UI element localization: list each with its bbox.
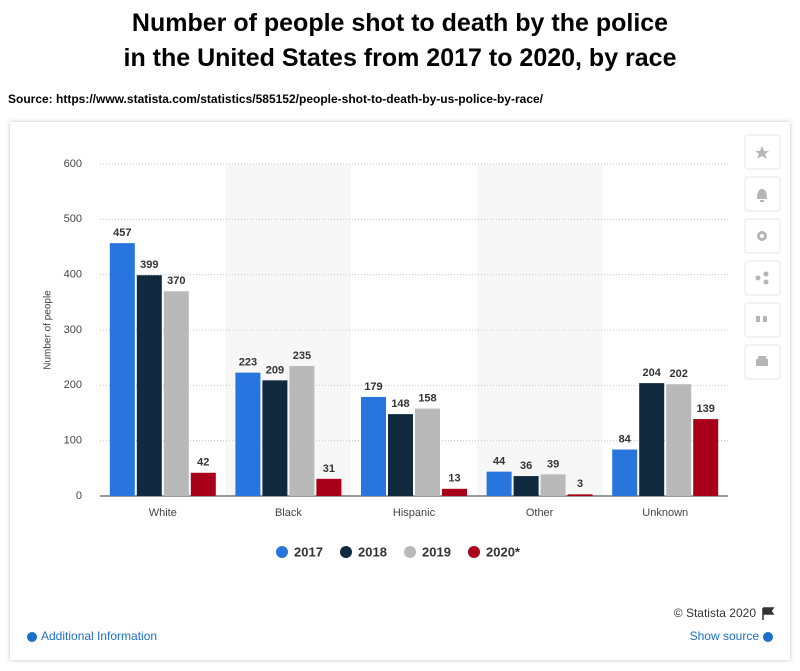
bar: [136, 275, 162, 496]
legend-swatch: [404, 546, 416, 558]
value-label: 209: [266, 364, 284, 376]
chart-title: Number of people shot to death by the po…: [123, 9, 677, 72]
x-tick-label: Unknown: [642, 507, 688, 519]
bar: [666, 384, 692, 496]
value-label: 370: [167, 275, 185, 287]
share-button[interactable]: [744, 260, 781, 296]
value-label: 457: [113, 227, 131, 239]
value-label: 139: [697, 403, 715, 415]
bar: [361, 396, 386, 496]
legend-label: 2018: [358, 544, 387, 559]
bar: [567, 494, 593, 496]
value-label: 223: [239, 357, 257, 369]
value-label: 42: [197, 457, 209, 469]
legend-label: 2019: [422, 544, 451, 559]
value-label: 204: [643, 367, 662, 379]
value-label: 235: [293, 350, 311, 362]
show-source-link[interactable]: Show source: [690, 629, 760, 643]
bar: [109, 243, 135, 496]
x-tick-label: White: [149, 507, 177, 519]
y-tick-label: 600: [64, 158, 82, 170]
x-tick-label: Other: [526, 507, 554, 519]
bar: [513, 476, 539, 496]
legend-label: 2017: [294, 544, 323, 559]
value-label: 13: [448, 473, 460, 485]
bar: [639, 383, 665, 496]
value-label: 179: [364, 381, 382, 393]
y-tick-label: 500: [64, 213, 82, 225]
value-label: 84: [619, 433, 632, 445]
bar: [316, 478, 342, 496]
bar: [415, 408, 440, 496]
y-axis-label: Number of people: [43, 290, 54, 370]
flag-icon: [762, 607, 775, 620]
cite-button[interactable]: [744, 302, 781, 338]
x-tick-label: Black: [275, 507, 302, 519]
value-label: 44: [493, 456, 506, 468]
value-label: 158: [418, 392, 436, 404]
legend-swatch: [468, 546, 480, 558]
bar: [442, 488, 467, 496]
bar: [262, 380, 288, 496]
legend-label: 2020*: [486, 544, 521, 559]
bar: [693, 419, 719, 496]
bar: [190, 472, 216, 496]
value-label: 148: [391, 398, 409, 410]
value-label: 3: [577, 478, 583, 490]
additional-info-link[interactable]: Additional Information: [41, 629, 157, 643]
x-tick-label: Hispanic: [393, 507, 436, 519]
bar: [163, 291, 189, 496]
credit: © Statista 2020: [674, 606, 757, 620]
value-label: 31: [323, 463, 335, 475]
bar: [540, 474, 566, 496]
bar: [486, 471, 512, 496]
legend-swatch: [340, 546, 352, 558]
y-tick-label: 100: [64, 435, 82, 447]
value-label: 399: [140, 259, 158, 271]
bar: [235, 372, 261, 496]
legend-swatch: [276, 546, 288, 558]
y-tick-label: 400: [64, 269, 82, 281]
toolbar-icons: [755, 146, 769, 366]
bar: [289, 365, 315, 496]
band-shade: [476, 164, 603, 496]
y-tick-label: 0: [76, 490, 82, 502]
value-label: 36: [520, 460, 532, 472]
info-icons: [27, 632, 773, 642]
source: Source: https://www.statista.com/statist…: [8, 92, 544, 106]
bar: [612, 449, 638, 496]
value-label: 39: [547, 458, 559, 470]
y-tick-label: 300: [64, 324, 82, 336]
toolbar: [744, 134, 781, 380]
bar: [388, 414, 413, 496]
y-tick-label: 200: [64, 379, 82, 391]
value-label: 202: [670, 368, 688, 380]
